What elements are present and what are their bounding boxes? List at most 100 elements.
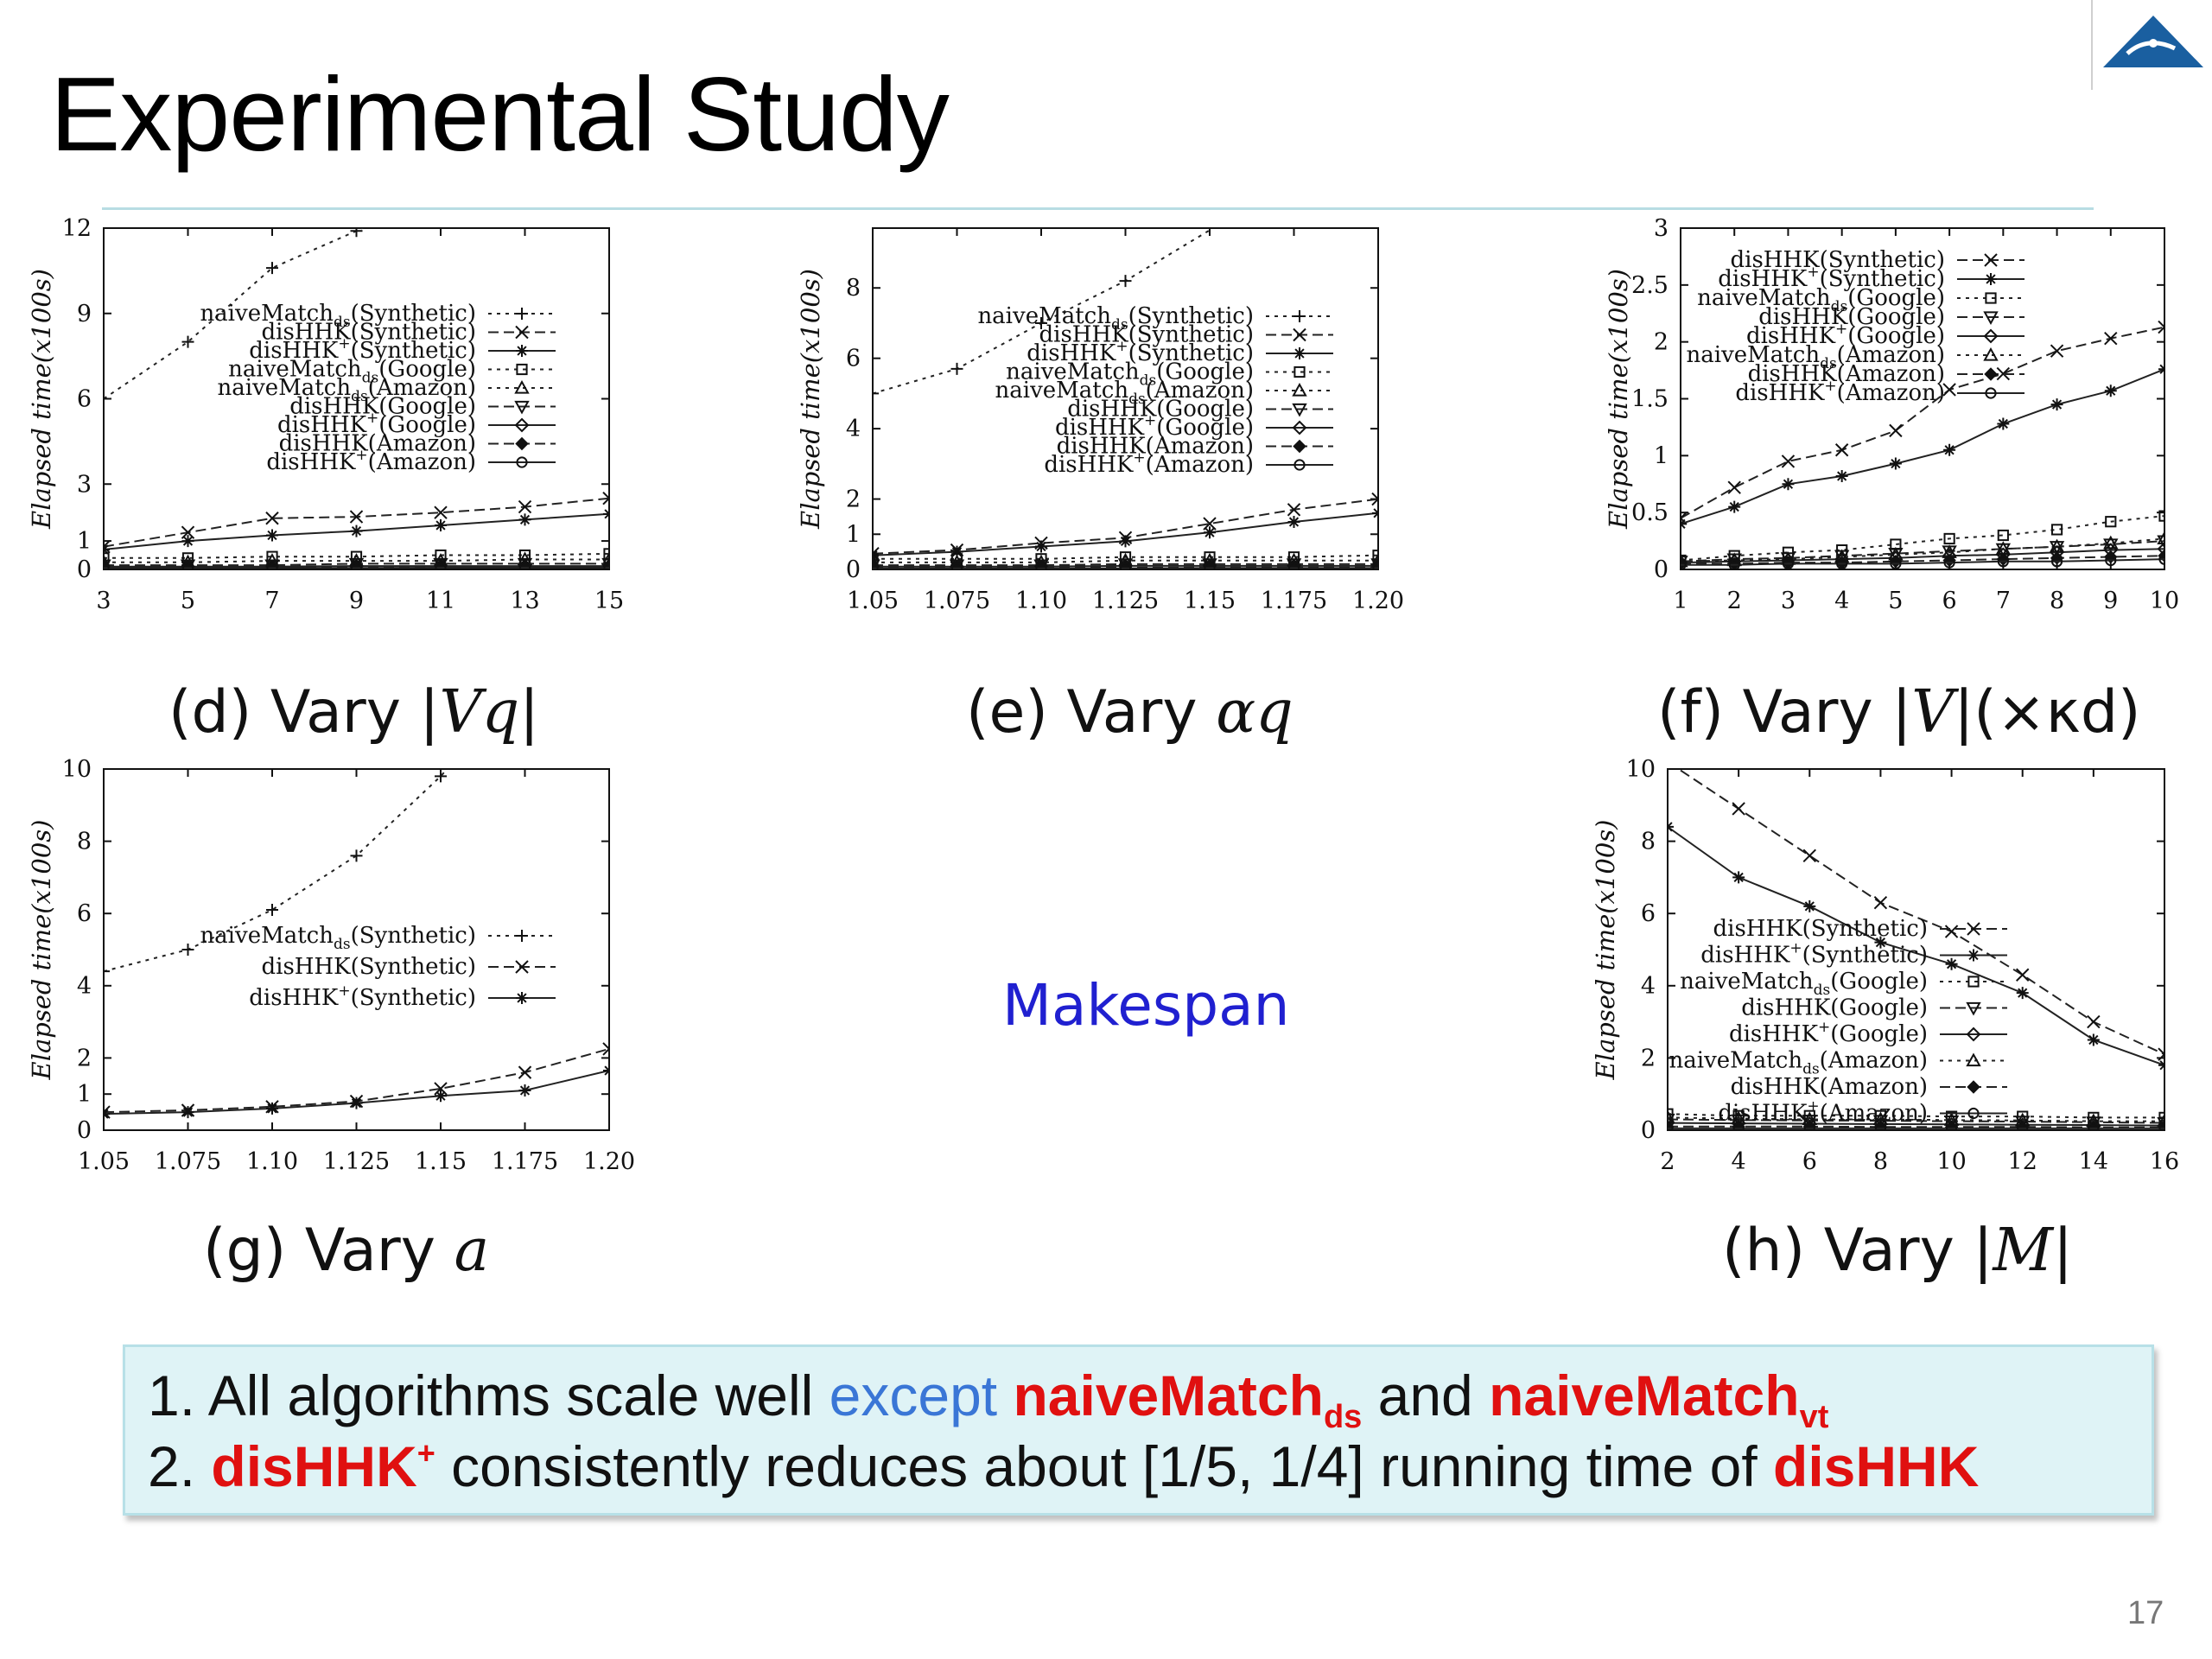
y-tick-label: 2: [1641, 1045, 1656, 1071]
caption-d-math: Vq: [439, 678, 520, 747]
data-point: [1287, 516, 1300, 529]
data-point: [1668, 1122, 1674, 1130]
data-point: [1782, 557, 1795, 569]
series-line: [1676, 769, 2164, 1056]
y-tick-label: 2: [77, 1045, 92, 1071]
data-point: [1287, 562, 1300, 569]
legend-marker: [516, 308, 528, 320]
y-tick-label: 10: [1626, 756, 1656, 783]
data-point: [1372, 550, 1378, 562]
data-point: [1890, 557, 1902, 569]
x-tick-label: 8: [2050, 588, 2064, 614]
data-point: [1803, 1122, 1815, 1130]
series-line: [1668, 1125, 2164, 1128]
x-tick-label: 11: [426, 588, 455, 614]
x-tick-label: 2: [1660, 1148, 1675, 1175]
x-tick-label: 5: [181, 588, 195, 614]
data-point: [1873, 895, 1888, 910]
data-point: [1802, 849, 1816, 863]
data-point: [2017, 1122, 2029, 1130]
legend-marker: [1292, 420, 1307, 435]
legend-marker: [514, 400, 530, 415]
y-tick-label: 6: [77, 900, 92, 927]
data-point: [435, 770, 447, 783]
data-point: [350, 228, 363, 238]
legend-label: disHHK+(Synthetic): [249, 982, 476, 1011]
y-tick-label: 4: [846, 416, 861, 442]
data-point: [266, 1102, 278, 1115]
legend-label: naiveMatchds(Google): [1680, 969, 1928, 999]
y-tick-label: 12: [62, 215, 92, 242]
legend-label: naiveMatchds(Amazon): [1687, 342, 1945, 372]
legend-label: disHHK(Synthetic): [1730, 247, 1945, 273]
y-axis-label: Elapsed time(x100s): [796, 269, 825, 530]
data-point: [1371, 492, 1378, 506]
summary-2-name1: disHHK+: [211, 1434, 435, 1498]
data-point: [104, 539, 111, 554]
legend-marker: [1984, 253, 1998, 267]
series-disHHK+(Amazon): [104, 562, 609, 569]
series-line: [1681, 326, 2164, 519]
series-disHHK(Synthetic): [104, 492, 609, 554]
data-point: [434, 505, 448, 519]
data-point: [104, 392, 110, 405]
caption-e: (e) Vary αq: [966, 678, 1294, 747]
data-point: [873, 563, 879, 569]
data-point: [602, 1042, 609, 1056]
y-tick-label: 3: [77, 471, 92, 498]
legend-label: disHHK+(Synthetic): [249, 335, 476, 364]
y-tick-label: 0: [846, 556, 861, 583]
data-point: [350, 562, 363, 569]
data-point: [1732, 1122, 1745, 1130]
data-point: [1835, 470, 1848, 483]
x-tick-label: 1.175: [1261, 588, 1327, 614]
x-tick-label: 1.10: [246, 1148, 298, 1175]
data-point: [1727, 480, 1741, 494]
legend-marker: [1293, 439, 1306, 454]
data-point: [1662, 756, 1674, 768]
data-point: [1997, 417, 2010, 430]
series-line: [104, 769, 448, 973]
data-point: [435, 518, 447, 531]
summary-2-name1-base: disHHK: [211, 1434, 417, 1498]
data-point: [1996, 366, 2011, 381]
data-point: [1732, 871, 1745, 884]
x-tick-label: 1.075: [155, 1148, 221, 1175]
legend-label: naiveMatchds(Google): [1697, 285, 1945, 315]
summary-line-1: 1. All algorithms scale well except naiv…: [148, 1363, 1828, 1436]
series-naiveMatchds(Synthetic): [104, 228, 364, 405]
legend-label: naiveMatchds(Google): [1006, 359, 1254, 390]
legend-label: naiveMatchds(Amazon): [1669, 1048, 1928, 1078]
data-point: [1204, 526, 1216, 539]
caption-e-math: αq: [1216, 678, 1294, 747]
x-tick-label: 1.10: [1015, 588, 1067, 614]
data-point: [603, 562, 609, 569]
legend-label: disHHK+(Google): [1746, 321, 1945, 349]
data-point: [1728, 559, 1740, 569]
legend-marker: [1294, 459, 1306, 471]
legend-label: disHHK(Amazon): [1748, 361, 1945, 387]
data-point: [2157, 531, 2164, 545]
data-point: [1035, 563, 1047, 569]
university-logo: [2091, 0, 2212, 90]
y-tick-label: 0: [1641, 1117, 1656, 1144]
data-point: [2087, 1033, 2100, 1046]
data-point: [1287, 503, 1301, 517]
data-point: [435, 1090, 447, 1103]
data-point: [2104, 332, 2118, 346]
legend-label: disHHK+(Amazon): [1735, 378, 1945, 406]
caption-g-math: a: [454, 1217, 490, 1285]
legend-label: disHHK(Synthetic): [1039, 322, 1254, 348]
data-point: [1874, 1122, 1887, 1130]
data-point: [2104, 385, 2117, 397]
data-point: [2158, 320, 2164, 334]
legend-marker: [515, 325, 529, 340]
legend-marker: [1294, 310, 1306, 322]
summary-1-name1-base: naiveMatch: [1013, 1363, 1324, 1427]
summary-1-text: 1. All algorithms scale well: [148, 1363, 830, 1427]
data-point: [1942, 383, 1956, 397]
legend-label: disHHK(Amazon): [1057, 434, 1254, 460]
y-tick-label: 10: [62, 756, 92, 783]
caption-h-prefix: (h) Vary |: [1722, 1217, 1993, 1285]
y-tick-label: 1: [846, 521, 861, 548]
